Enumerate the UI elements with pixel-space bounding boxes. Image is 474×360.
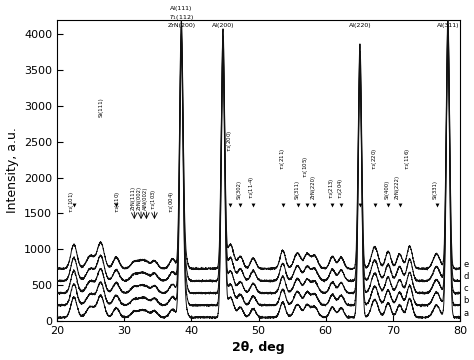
Text: Al(111)
$T_1$(112)
ZrN(200): Al(111) $T_1$(112) ZrN(200) (167, 6, 195, 28)
Text: Al(311): Al(311) (437, 23, 459, 28)
Text: Si(111): Si(111) (98, 97, 103, 117)
Text: $\tau_1$(101): $\tau_1$(101) (67, 191, 76, 213)
Text: $\tau_1$(110): $\tau_1$(110) (113, 191, 122, 213)
Text: d: d (464, 272, 469, 281)
Text: $\tau_1$(200): $\tau_1$(200) (225, 130, 234, 152)
Text: a: a (464, 309, 468, 318)
X-axis label: 2θ, deg: 2θ, deg (232, 341, 285, 355)
Text: Si(331): Si(331) (433, 180, 438, 199)
Text: c: c (464, 284, 468, 293)
Text: $\tau_1$(220): $\tau_1$(220) (370, 148, 379, 170)
Text: ZrN(111): ZrN(111) (130, 186, 136, 210)
Text: ZrN(002): ZrN(002) (137, 186, 142, 210)
Text: $\tau_1$(103): $\tau_1$(103) (149, 188, 158, 210)
Text: ZrN(220): ZrN(220) (310, 175, 315, 199)
Text: AlN(002): AlN(002) (143, 186, 147, 210)
Text: $\tau_1$(105): $\tau_1$(105) (301, 155, 310, 177)
Text: b: b (464, 296, 469, 305)
Text: Al(220): Al(220) (349, 23, 371, 28)
Text: e: e (464, 260, 469, 269)
Text: $\tau_1$(11-4): $\tau_1$(11-4) (246, 176, 255, 199)
Text: Si(311): Si(311) (294, 180, 299, 199)
Text: Si(400): Si(400) (384, 180, 389, 199)
Text: $\tau_1$(204): $\tau_1$(204) (336, 178, 345, 199)
Text: Si(302): Si(302) (237, 180, 242, 199)
Text: $\tau_1$(116): $\tau_1$(116) (403, 148, 412, 170)
Text: $\tau_1$(211): $\tau_1$(211) (278, 148, 287, 170)
Text: Al(200): Al(200) (212, 23, 234, 28)
Y-axis label: Intensity, a.u.: Intensity, a.u. (6, 127, 18, 213)
Text: $\tau_1$(004): $\tau_1$(004) (167, 191, 176, 213)
Text: $\tau_1$(213): $\tau_1$(213) (327, 178, 336, 199)
Text: ZrN(222): ZrN(222) (395, 175, 400, 199)
